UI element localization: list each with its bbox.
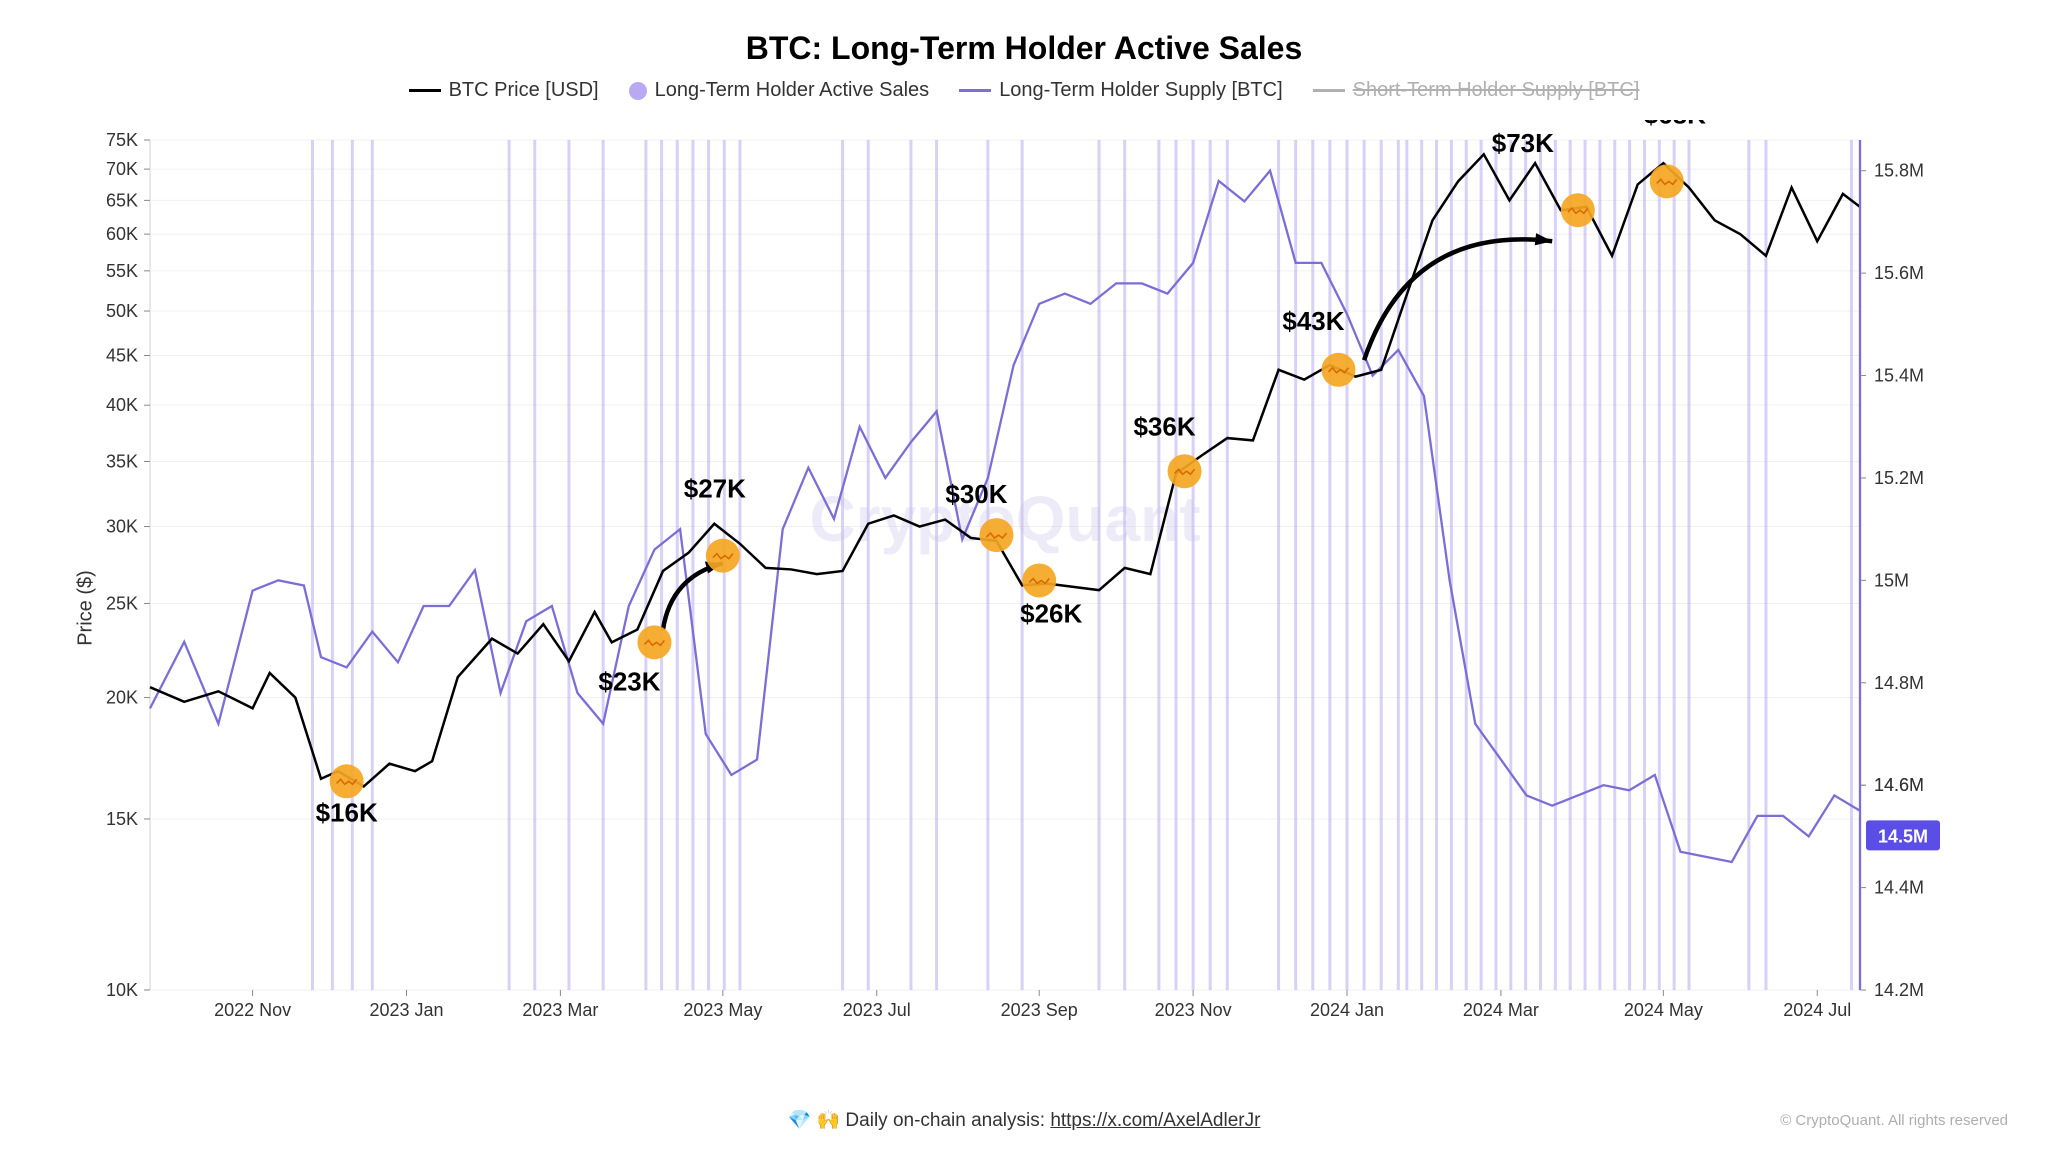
svg-text:75K: 75K	[106, 130, 138, 150]
svg-text:14.2M: 14.2M	[1874, 980, 1924, 1000]
svg-text:20K: 20K	[106, 688, 138, 708]
svg-text:30K: 30K	[106, 517, 138, 537]
svg-text:2024 Mar: 2024 Mar	[1463, 1000, 1539, 1020]
svg-text:15.4M: 15.4M	[1874, 366, 1924, 386]
y-axis-left-label: Price ($)	[74, 570, 97, 646]
svg-text:$43K: $43K	[1282, 306, 1344, 336]
svg-text:70K: 70K	[106, 159, 138, 179]
svg-text:2023 Nov: 2023 Nov	[1155, 1000, 1232, 1020]
legend-label-sales: Long-Term Holder Active Sales	[655, 79, 930, 102]
legend-item-sth-supply: Short-Term Holder Supply [BTC]	[1313, 79, 1640, 102]
svg-text:2023 Mar: 2023 Mar	[522, 1000, 598, 1020]
svg-text:25K: 25K	[106, 593, 138, 613]
chart-footer: 💎 🙌 Daily on-chain analysis: https://x.c…	[40, 1096, 2008, 1132]
svg-text:2023 Jul: 2023 Jul	[843, 1000, 911, 1020]
svg-text:40K: 40K	[106, 395, 138, 415]
chart-svg: 10K 15K 20K 25K 30K 35K 40K 45K 50K 55K 60K 65K 70K 7…	[40, 120, 2000, 1040]
svg-text:2024 Jan: 2024 Jan	[1310, 1000, 1384, 1020]
legend-swatch-price-line	[409, 89, 441, 92]
legend-swatch-sth-line	[1313, 89, 1345, 92]
svg-text:15K: 15K	[106, 809, 138, 829]
chart-plot-area: Price ($) 10K 15K 20K 25K 30K 35K 40K 45K 50K 55K…	[40, 120, 2008, 1096]
svg-text:65K: 65K	[106, 190, 138, 210]
legend-label-price: BTC Price [USD]	[449, 79, 599, 102]
svg-text:14.5M: 14.5M	[1878, 826, 1928, 846]
svg-text:45K: 45K	[106, 345, 138, 365]
svg-text:15.8M: 15.8M	[1874, 161, 1924, 181]
footer-link[interactable]: https://x.com/AxelAdlerJr	[1050, 1110, 1260, 1131]
svg-text:15.2M: 15.2M	[1874, 468, 1924, 488]
footer-prompt-text: 💎 🙌 Daily on-chain analysis: https://x.c…	[788, 1108, 1261, 1132]
legend-swatch-supply-line	[959, 89, 991, 92]
chart-legend: BTC Price [USD] Long-Term Holder Active …	[40, 79, 2008, 102]
svg-text:15M: 15M	[1874, 570, 1909, 590]
svg-text:15.6M: 15.6M	[1874, 263, 1924, 283]
svg-text:2023 Sep: 2023 Sep	[1001, 1000, 1078, 1020]
svg-text:14.8M: 14.8M	[1874, 673, 1924, 693]
svg-text:60K: 60K	[106, 224, 138, 244]
svg-text:$26K: $26K	[1020, 598, 1082, 628]
svg-text:55K: 55K	[106, 261, 138, 281]
svg-text:14.6M: 14.6M	[1874, 775, 1924, 795]
legend-swatch-sales-dot	[629, 82, 647, 100]
svg-text:2023 May: 2023 May	[683, 1000, 762, 1020]
svg-text:$27K: $27K	[684, 474, 746, 504]
svg-text:$23K: $23K	[598, 666, 660, 696]
svg-text:14.4M: 14.4M	[1874, 878, 1924, 898]
legend-item-lth-supply: Long-Term Holder Supply [BTC]	[959, 79, 1282, 102]
svg-text:10K: 10K	[106, 980, 138, 1000]
svg-text:2022 Nov: 2022 Nov	[214, 1000, 291, 1020]
legend-label-sth: Short-Term Holder Supply [BTC]	[1353, 79, 1640, 102]
svg-text:2024 May: 2024 May	[1624, 1000, 1703, 1020]
svg-text:2024 Jul: 2024 Jul	[1783, 1000, 1851, 1020]
legend-label-supply: Long-Term Holder Supply [BTC]	[999, 79, 1282, 102]
svg-text:$36K: $36K	[1133, 411, 1195, 441]
chart-title: BTC: Long-Term Holder Active Sales	[40, 30, 2008, 67]
legend-item-active-sales: Long-Term Holder Active Sales	[629, 79, 930, 102]
svg-text:50K: 50K	[106, 301, 138, 321]
footer-copyright: © CryptoQuant. All rights reserved	[1780, 1112, 2008, 1129]
svg-text:$16K: $16K	[316, 797, 378, 827]
legend-item-price: BTC Price [USD]	[409, 79, 599, 102]
svg-text:2023 Jan: 2023 Jan	[369, 1000, 443, 1020]
footer-emoji: 💎 🙌 Daily on-chain analysis:	[788, 1110, 1051, 1131]
svg-text:$30K: $30K	[945, 479, 1007, 509]
svg-text:35K: 35K	[106, 452, 138, 472]
svg-text:$68K: $68K	[1644, 120, 1706, 129]
svg-text:$73K: $73K	[1492, 128, 1554, 158]
